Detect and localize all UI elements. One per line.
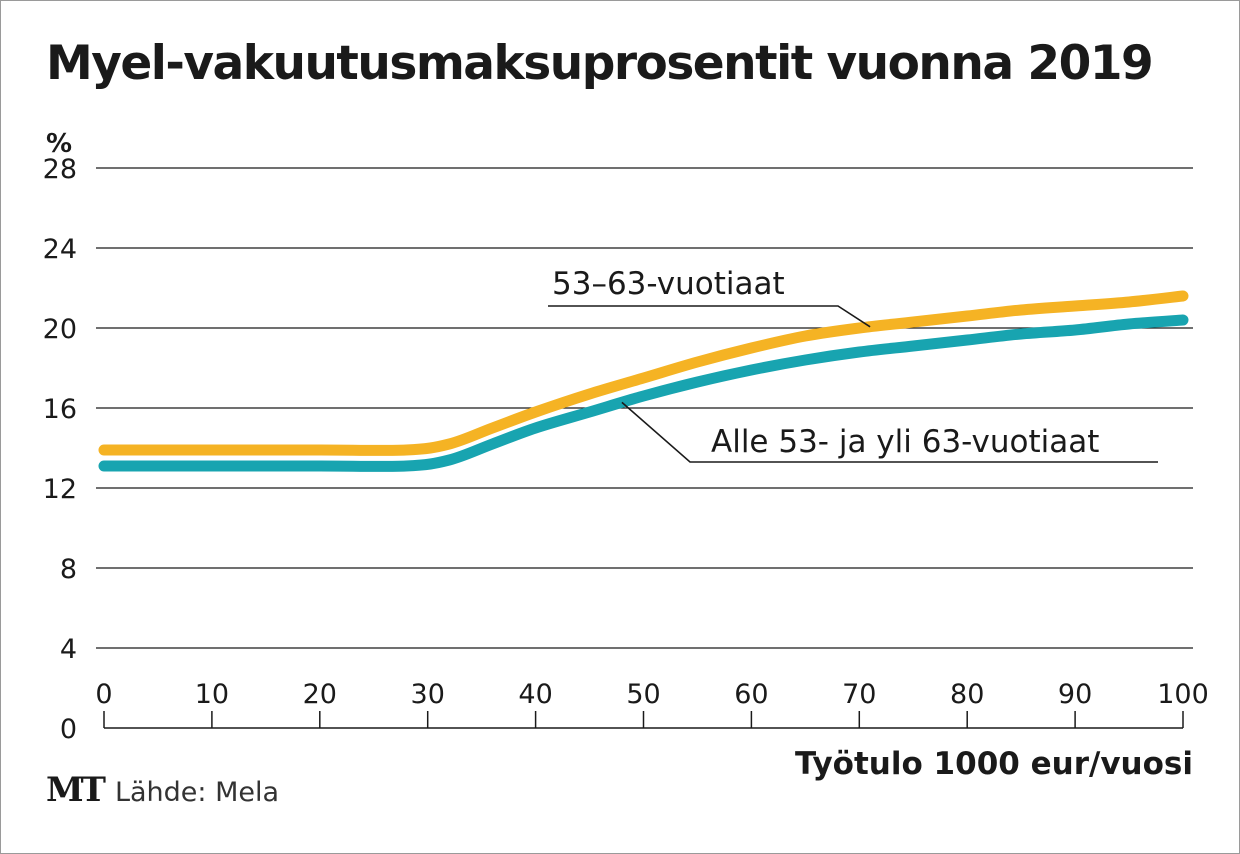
x-tick-label-100: 100 [1157, 679, 1209, 710]
series-line-1 [98, 314, 1189, 472]
x-tick-label-50: 50 [626, 679, 660, 710]
x-tick-label-70: 70 [842, 679, 876, 710]
leader-line-alle-53-yli-63 [621, 401, 1158, 463]
y-tick-label-12: 12 [43, 474, 77, 505]
y-tick-label-0: 0 [60, 714, 77, 745]
x-tick-label-10: 10 [195, 679, 229, 710]
series-label-53-63: 53–63-vuotiaat [552, 266, 785, 302]
y-tick-label-16: 16 [43, 394, 77, 425]
series-label-alle-53-yli-63: Alle 53- ja yli 63-vuotiaat [711, 424, 1099, 460]
x-tick-label-40: 40 [518, 679, 552, 710]
x-tick-label-80: 80 [950, 679, 984, 710]
x-tick-label-60: 60 [734, 679, 768, 710]
x-tick-label-0: 0 [95, 679, 112, 710]
leader-line-53-63 [548, 305, 871, 328]
mt-logo: MT [46, 770, 106, 810]
y-tick-label-28: 28 [43, 154, 77, 185]
y-axis-unit-label: % [46, 129, 72, 159]
source-note: Lähde: Mela [114, 777, 280, 808]
x-axis-title: Työtulo 1000 eur/vuosi [795, 746, 1193, 782]
x-tick-label-90: 90 [1058, 679, 1092, 710]
series-line-0 [98, 290, 1189, 456]
x-tick-label-20: 20 [303, 679, 337, 710]
y-tick-label-24: 24 [43, 234, 77, 265]
y-tick-label-8: 8 [60, 554, 77, 585]
x-tick-label-30: 30 [411, 679, 445, 710]
y-tick-label-4: 4 [60, 634, 77, 665]
chart-title: Myel-vakuutusmaksuprosentit vuonna 2019 [46, 36, 1154, 91]
footer: MT Lähde: Mela [46, 770, 279, 810]
y-tick-label-20: 20 [43, 314, 77, 345]
